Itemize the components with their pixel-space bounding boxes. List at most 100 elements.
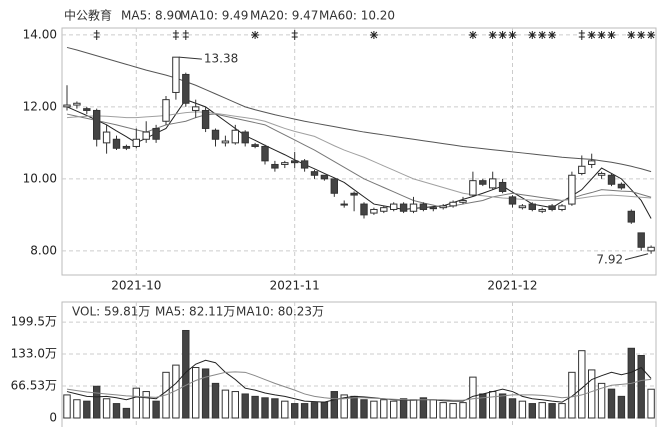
volume-bar [607,388,616,419]
event-marker [587,31,596,39]
y-tick-label: 8.00 [30,243,57,257]
candle-body [528,203,536,210]
x-tick-label: 2021-12 [487,279,537,293]
candle-body [597,172,606,176]
candle-body [350,192,358,196]
volume-bar [558,403,566,419]
event-marker [488,31,497,39]
candle-body [518,205,527,209]
candle-body [112,138,121,149]
event-marker [182,30,189,40]
candle-body [380,207,388,212]
candle-body [627,210,635,223]
volume-bar [370,400,378,419]
volume-bar [548,403,556,419]
ma-line [66,371,652,401]
event-marker [637,31,646,39]
event-marker [627,31,636,39]
candle-body [647,246,655,252]
ma-line [66,111,652,201]
candle-body [281,162,289,165]
candle-body [498,181,507,192]
event-marker [369,31,378,39]
candle-body [241,131,249,144]
y-tick-label: 0 [49,411,57,425]
volume-bar [380,399,388,419]
volume-bar [330,391,339,419]
candle-body [310,171,319,176]
event-marker [93,30,100,40]
legend-entry: MA20: 9.47 [250,9,318,23]
candle-body [132,138,141,147]
candle-body [439,205,447,209]
annotation: 13.38 [204,52,238,66]
candle-body [409,203,418,212]
candle-body [93,109,101,140]
candle-body [320,174,329,180]
candle-body [479,180,487,185]
x-tick-label: 2021-10 [111,279,161,293]
legend-entry: MA5: 82.11万 [155,305,235,319]
event-marker [508,31,517,39]
candle-body [568,174,576,205]
volume-frame [61,301,657,427]
candle-body [390,203,398,210]
candle-body [370,208,378,214]
candle-body [172,56,180,93]
event-marker [597,31,606,39]
price-frame [61,27,657,276]
event-marker [251,31,260,39]
volume-bar [73,399,81,419]
volume-bar [528,403,536,419]
legend-entry: MA5: 8.90 [121,9,182,23]
candle-body [607,174,616,185]
y-tick-label: 133.0万 [11,347,57,361]
volume-bar [271,398,279,419]
y-tick-label: 10.00 [23,171,57,185]
volume-bar [192,367,200,419]
volume-bar [399,398,408,419]
volume-title: VOL: 59.81万 [72,305,150,319]
legend-entry: MA10: 9.49 [180,9,248,23]
event-marker [578,30,585,40]
annotation: 7.92 [596,252,623,266]
candle-body [201,109,210,129]
volume-bar [597,382,606,419]
event-marker [647,31,656,39]
volume-bar [221,389,230,419]
volume-bar [112,403,121,419]
y-tick-label: 199.5万 [11,315,57,329]
candle-body [469,180,477,196]
candle-body [330,178,339,194]
volume-bar [320,401,329,419]
annotation-arrow [624,253,649,261]
volume-bar [538,402,546,419]
candle-body [558,205,566,210]
candle-body [360,203,368,216]
volume-bar [241,393,249,419]
volume-bar [251,395,259,419]
candle-body [73,102,81,106]
ma-line [66,113,652,209]
volume-bar [459,402,467,419]
event-marker [468,31,477,39]
candle-body [102,131,111,144]
annotation-arrow [178,56,202,60]
candle-body [419,203,428,210]
candle-body [449,201,457,207]
candle-body [122,145,131,149]
volume-bar [182,329,190,419]
volume-bar [300,403,309,419]
volume-bar [489,391,497,419]
y-tick-label: 12.00 [23,99,57,113]
candle-body [142,131,150,140]
volume-bar [93,385,101,419]
candle-body [617,183,626,189]
candle-body [300,160,309,169]
candle-body [538,208,546,212]
candle-body [291,160,299,164]
candle-body [182,73,190,104]
volume-bar [617,395,626,419]
candle-body [340,203,348,206]
